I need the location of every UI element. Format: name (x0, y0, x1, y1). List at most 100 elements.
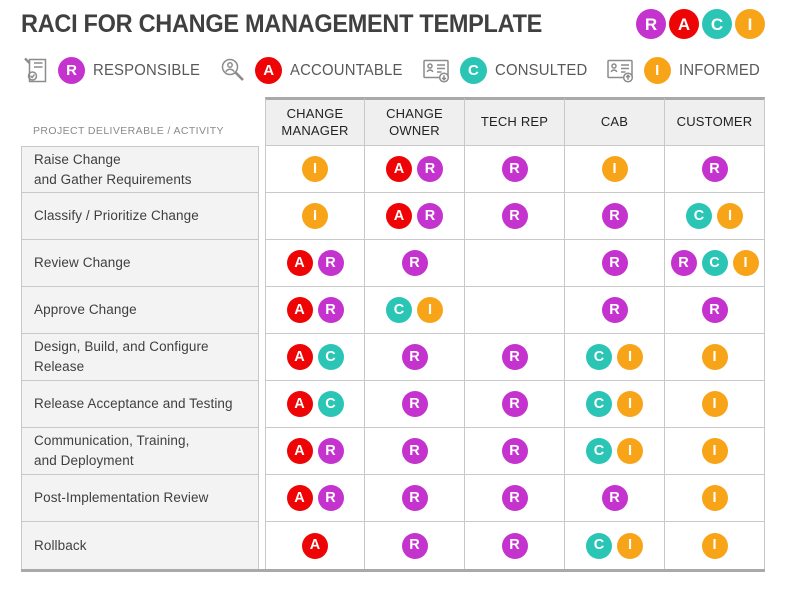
table-row: Rollback A R R C I I (21, 522, 765, 569)
raci-cell: R (465, 475, 565, 522)
cell-gap (259, 193, 265, 240)
raci-table: PROJECT DELIVERABLE / ACTIVITY CHANGE MA… (21, 97, 765, 572)
raci-cell: R (465, 334, 565, 381)
raci-badge-R: R (401, 344, 428, 370)
raci-badge-I: I (701, 344, 728, 370)
logo-circle-C: C (702, 9, 732, 39)
raci-badge-I: I (302, 156, 328, 182)
table-row: Review Change A R R R R C I (21, 240, 765, 287)
raci-badge-I: I (617, 344, 643, 370)
column-header: CHANGE OWNER (365, 97, 465, 146)
table-row: Release Acceptance and Testing A C R R C I I (21, 381, 765, 428)
raci-badge-R: R (670, 250, 697, 276)
raci-badge-R: R (501, 344, 528, 370)
table-header-row: PROJECT DELIVERABLE / ACTIVITY CHANGE MA… (21, 97, 765, 146)
cell-gap (259, 475, 265, 522)
raci-cell: R (565, 475, 665, 522)
raci-badge-C: C (701, 250, 728, 276)
cell-gap (259, 334, 265, 381)
raci-badge-A: A (286, 438, 313, 464)
raci-badge-I: I (732, 250, 759, 276)
page-title: RACI FOR CHANGE MANAGEMENT TEMPLATE (21, 10, 543, 38)
raci-cell (465, 287, 565, 334)
raci-badge-R: R (601, 203, 628, 229)
raci-badge-R: R (501, 532, 528, 559)
raci-badge-R: R (317, 438, 344, 464)
raci-cell: I (665, 334, 765, 381)
raci-badge-C: C (586, 438, 612, 464)
raci-cell: R (365, 475, 465, 522)
raci-badge-R: R (401, 532, 428, 559)
activity-label: Post-Implementation Review (21, 475, 259, 522)
raci-badge-R: R (701, 297, 728, 323)
activity-label: Rollback (21, 522, 259, 569)
cell-gap (259, 522, 265, 569)
raci-cell: R (365, 428, 465, 475)
id-card-down-icon (422, 58, 452, 84)
activity-label: Release Acceptance and Testing (21, 381, 259, 428)
column-header: TECH REP (465, 97, 565, 146)
table-row: Communication, Training, and Deployment A… (21, 428, 765, 475)
column-header: CHANGE MANAGER (265, 97, 365, 146)
legend-badge-informed: I (643, 57, 671, 84)
legend-badge-consulted: C (459, 57, 487, 84)
raci-badge-A: A (286, 391, 313, 417)
cell-gap (259, 287, 265, 334)
activity-label: Review Change (21, 240, 259, 287)
cell-gap (259, 97, 265, 146)
raci-badge-A: A (386, 203, 412, 229)
activity-label: Design, Build, and Configure Release (21, 334, 259, 381)
raci-cell: I (665, 381, 765, 428)
table-row: Design, Build, and Configure Release A C R R… (21, 334, 765, 381)
raci-badge-R: R (601, 485, 628, 511)
raci-badge-R: R (401, 250, 428, 276)
raci-badge-R: R (701, 156, 728, 182)
raci-badge-I: I (617, 391, 643, 417)
raci-cell: I (665, 428, 765, 475)
raci-cell: R (565, 287, 665, 334)
raci-badge-A: A (286, 297, 313, 323)
raci-badge-I: I (617, 438, 643, 464)
legend-item-responsible: R RESPONSIBLE (22, 56, 205, 85)
legend-badge-responsible: R (58, 57, 85, 84)
magnifier-user-icon (219, 57, 247, 85)
raci-badge-I: I (617, 532, 643, 559)
raci-badge-R: R (417, 203, 443, 229)
legend-badge-accountable: A (255, 57, 283, 84)
raci-badge-I: I (701, 532, 728, 559)
column-header: CUSTOMER (665, 97, 765, 146)
raci-cell: R (665, 287, 765, 334)
raci-cell: R (565, 240, 665, 287)
raci-badge-R: R (401, 438, 428, 464)
raci-badge-A: A (286, 344, 313, 370)
raci-cell: R (465, 193, 565, 240)
legend-item-label: CONSULTED (494, 61, 588, 79)
raci-badge-R: R (501, 485, 528, 511)
raci-badge-A: A (386, 156, 412, 182)
raci-badge-C: C (586, 391, 612, 417)
raci-cell: R (665, 146, 765, 193)
logo-circle-R: R (636, 9, 666, 39)
raci-cell: I (665, 522, 765, 569)
raci-cell: R (465, 146, 565, 193)
legend-item-label: RESPONSIBLE (93, 61, 201, 79)
raci-badge-R: R (317, 297, 344, 323)
raci-badge-R: R (401, 391, 428, 417)
legend-item-label: ACCOUNTABLE (290, 61, 403, 79)
raci-cell: R (365, 334, 465, 381)
raci-cell: I (265, 146, 365, 193)
raci-badge-I: I (302, 203, 328, 229)
raci-cell: R (365, 522, 465, 569)
